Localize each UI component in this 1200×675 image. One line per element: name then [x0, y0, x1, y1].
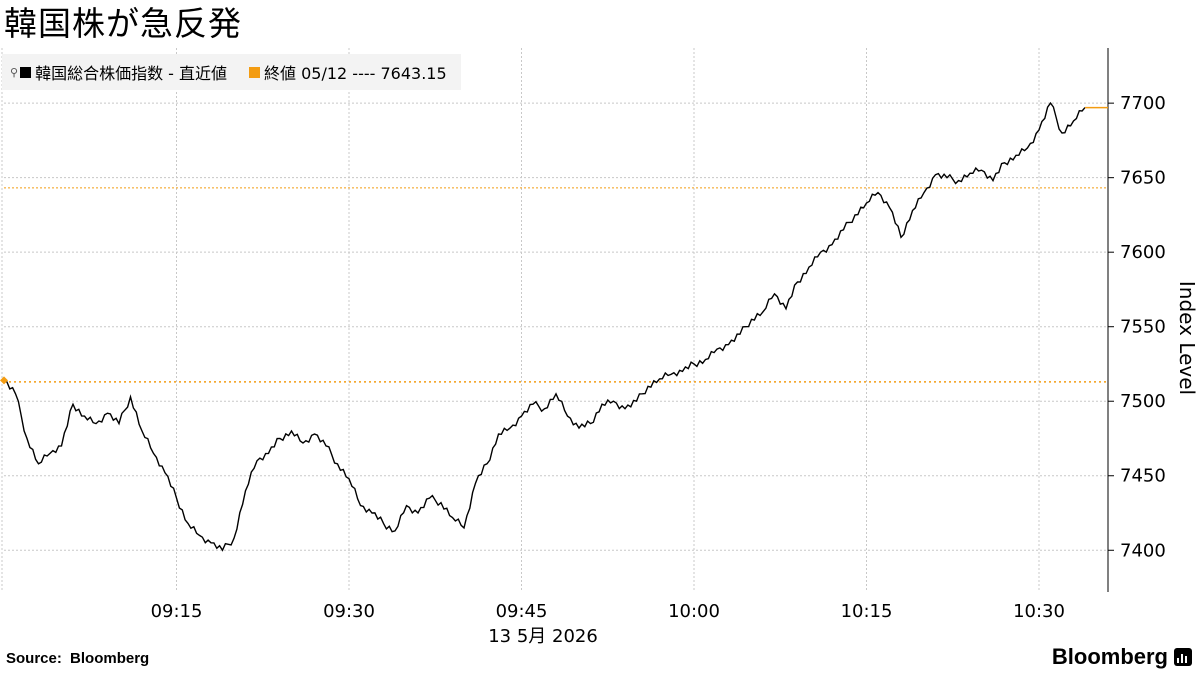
y-tick-label: 7400: [1120, 540, 1166, 561]
y-tick-label: 7550: [1120, 317, 1166, 338]
series-swatch: [20, 66, 32, 78]
x-axis-date-label: 13 5月 2026: [488, 626, 598, 647]
series-line-kospi: [3, 101, 1086, 552]
close-swatch: [249, 66, 261, 78]
pin-icon: ⚲: [10, 65, 19, 79]
legend-item-close[interactable]: 終値 05/12 ---- 7643.15: [249, 60, 447, 84]
legend-series-label: 韓国総合株価指数 - 直近値: [35, 64, 228, 83]
reference-lines: [4, 187, 1108, 383]
y-tick-label: 7700: [1120, 93, 1166, 114]
start-marker: [0, 376, 8, 385]
series-layer: [0, 101, 1108, 552]
y-tick-label: 7500: [1120, 391, 1166, 412]
brand-name: Bloomberg: [1051, 644, 1168, 669]
legend-close-label: 終値 05/12 ---- 7643.15: [264, 64, 447, 83]
chart-title: 韓国株が急反発: [4, 4, 242, 43]
x-tick-label: 09:15: [151, 601, 203, 622]
y-tick-label: 7600: [1120, 242, 1166, 263]
y-tick-label: 7450: [1120, 466, 1166, 487]
x-tick-label: 10:15: [841, 601, 893, 622]
gridlines: [1, 48, 1108, 592]
x-tick-label: 10:00: [668, 601, 720, 622]
source-label: Source:: [6, 650, 62, 667]
x-tick-label: 09:30: [323, 601, 375, 622]
source-credit: Source: Bloomberg: [6, 650, 149, 667]
x-tick-label: 09:45: [496, 601, 548, 622]
axes: 7400 7450 7500 7550 7600 7650 7700 09:15 09:30 09…: [151, 48, 1166, 622]
brand-logo: Bloomberg: [1052, 644, 1192, 670]
bar-chart-icon: [1174, 648, 1192, 666]
y-tick-label: 7650: [1120, 168, 1166, 189]
legend-item-series[interactable]: ⚲ 韓国総合株価指数 - 直近値: [10, 60, 227, 84]
legend: ⚲ 韓国総合株価指数 - 直近値 終値 05/12 ---- 7643.15: [2, 54, 461, 90]
source-name: Bloomberg: [70, 650, 150, 667]
y-axis-label: Index Level: [1175, 281, 1199, 395]
x-tick-label: 10:30: [1013, 601, 1065, 622]
